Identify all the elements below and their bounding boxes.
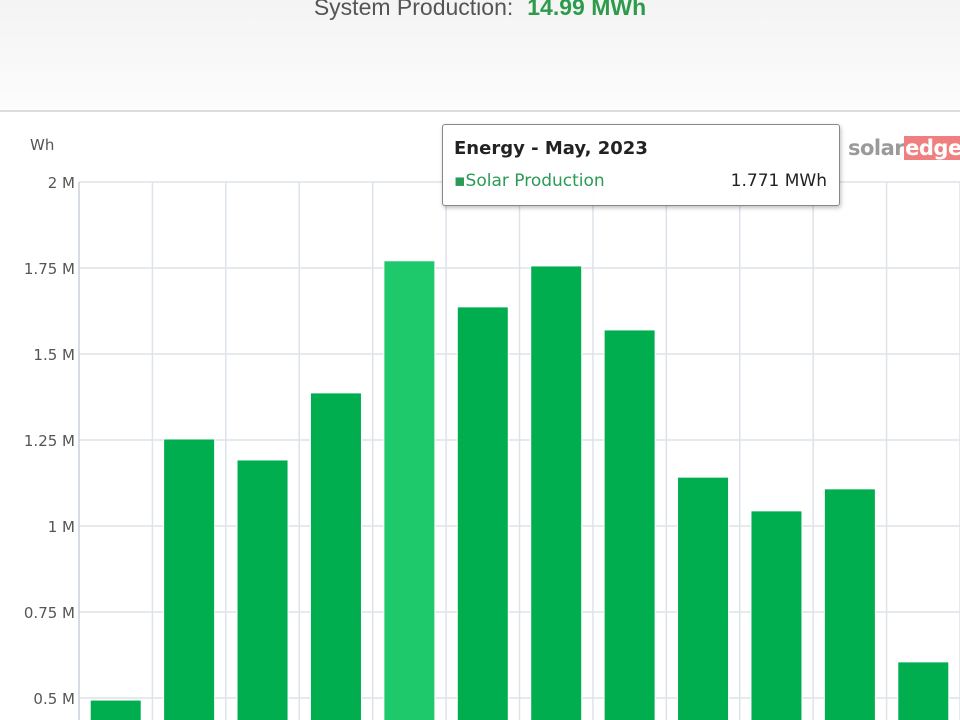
bar-solar-production[interactable] [750,510,803,720]
y-tick-label: 0.75 M [24,604,75,622]
tooltip-series: ▪Solar Production [454,171,605,191]
bar-solar-production[interactable] [603,329,656,720]
y-tick-label: 0.5 M [33,690,75,708]
bar-solar-production[interactable] [897,661,950,720]
bar-solar-production[interactable] [456,306,509,720]
y-tick-label: 1.25 M [24,432,75,450]
y-tick-label: 1.75 M [24,260,75,278]
bar-solar-production[interactable] [163,438,216,720]
y-tick-label: 1.5 M [33,346,75,364]
series-marker-icon: ▪ [454,171,466,191]
bar-solar-production[interactable] [236,459,289,720]
system-production-label: System Production: [313,0,514,20]
system-production-value: 14.99 MWh [527,0,647,20]
tooltip-title: Energy - May, 2023 [454,138,648,159]
y-tick-label: 1 M [48,518,75,536]
bar-solar-production[interactable] [89,699,142,720]
y-tick-label: 2 M [48,174,75,192]
system-production: System Production: 14.99 MWh [0,0,960,21]
tooltip-series-name: Solar Production [465,171,605,191]
tooltip-value: 1.771 MWh [730,171,827,191]
solaredge-logo: solaredge [848,136,960,160]
bar-solar-production[interactable] [383,260,436,720]
header: System Production: 14.99 MWh [0,0,960,112]
bar-solar-production[interactable] [823,488,876,720]
chart-tooltip: Energy - May, 2023 ▪Solar Production 1.7… [442,124,840,206]
bar-solar-production[interactable] [677,476,730,720]
bar-solar-production[interactable] [530,265,583,720]
y-axis-unit-label: Wh [30,136,54,154]
bar-solar-production[interactable] [309,392,362,720]
